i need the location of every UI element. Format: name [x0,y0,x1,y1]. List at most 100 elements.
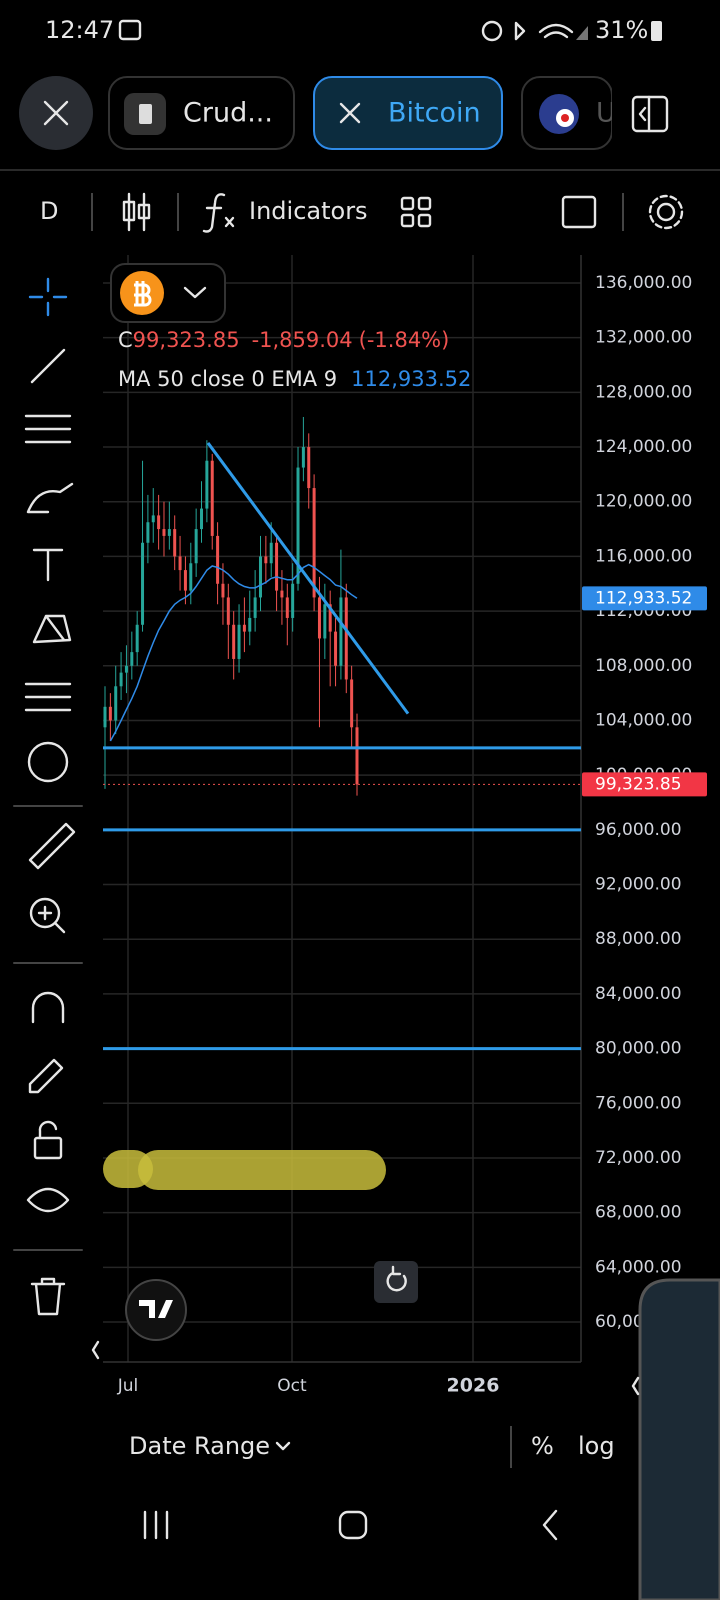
candle-body [114,686,118,721]
crosshair-tool[interactable] [28,277,68,317]
y-tick-label: 84,000.00 [595,984,682,1004]
candle-body [307,447,311,489]
log-toggle[interactable]: log [578,1432,615,1460]
zoom-plus [37,905,66,934]
y-tick-label: 108,000.00 [595,656,692,676]
candle-body [221,583,225,598]
settings-button[interactable] [656,202,676,222]
scroll-arrow[interactable] [631,1376,640,1396]
emoji-tool[interactable] [27,741,69,783]
interval[interactable]: D [40,197,58,225]
fullscreen-button[interactable] [561,195,597,229]
candle-icon[interactable] [127,192,146,232]
wifi-icon [538,23,574,39]
text-tool[interactable] [32,548,64,582]
close-icon [43,100,69,126]
candle-body [296,467,300,584]
candle-body [141,542,145,625]
date-range-button[interactable]: Date Range [129,1432,270,1460]
nav-back[interactable] [542,1509,558,1541]
tab-label: Bitcoin [388,98,481,129]
candle-body [194,529,198,564]
candle-body [285,597,289,618]
candle-body [205,460,209,509]
ma-price-label: 112,933.52 [595,588,692,608]
legend-change-pct: (-1.84%) [359,328,450,352]
collapse-arrow[interactable] [91,1340,100,1360]
symbol-dropdown[interactable] [183,286,207,299]
magnet-tool[interactable] [31,991,65,1024]
y-tick-label: 92,000.00 [595,875,682,895]
alarm-icon [481,20,503,42]
candle-body [328,604,332,632]
legend: C99,323.85 -1,859.04 (-1.84%) [118,328,449,352]
prediction-tool[interactable] [24,682,72,712]
pattern-tool[interactable] [32,614,72,644]
tab-close-icon [339,102,361,124]
y-tick-label: 88,000.00 [595,929,682,949]
nav-home[interactable] [338,1510,368,1540]
ma-price-tag [582,586,707,611]
candle-body [339,597,343,666]
tradingview-logo[interactable] [125,1279,187,1341]
brush-tool[interactable] [26,482,74,514]
candle-icon-body [137,203,151,220]
candle-body [189,563,193,591]
layout-icon[interactable] [400,196,432,228]
x-tick-label: Oct [277,1376,307,1396]
unlock-shackle [38,1120,58,1140]
delete-tool[interactable] [30,1277,66,1316]
floating-window[interactable] [638,1278,720,1600]
y-tick-label: 60,00 [595,1312,644,1332]
battery-icon [651,21,662,41]
ruler-tool[interactable] [28,822,76,870]
visibility-tool[interactable] [26,1187,70,1213]
unlock-tool[interactable] [33,1136,63,1160]
panel-toggle-icon [638,95,651,133]
tab-label: Crud... [183,98,273,129]
y-tick-label: 96,000.00 [595,820,682,840]
candle-body [173,529,177,557]
y-tick-label: 116,000.00 [595,546,692,566]
indicators-button[interactable]: Indicators [249,197,368,225]
tab-label: U [596,98,616,129]
candle-body [162,529,166,536]
zoom-tool[interactable] [29,897,61,929]
candle-body [350,679,354,728]
bluetooth-icon [514,21,526,41]
candle-icon-body [122,200,136,222]
ma-line [109,563,358,742]
candle-body [312,488,316,598]
line-tool[interactable] [30,348,66,384]
candle-body [237,624,241,659]
candle-body [301,447,305,468]
candle-body [323,604,327,639]
bitcoin-glyph [134,281,152,307]
candle-body [210,460,214,536]
candle-body [151,515,155,523]
ma-value: 112,933.52 [351,367,471,391]
y-tick-label: 72,000.00 [595,1148,682,1168]
tab-bitcoin[interactable] [313,76,503,150]
percent-toggle[interactable]: % [531,1432,554,1460]
candle-body [232,624,236,659]
fib-tool[interactable] [24,414,72,444]
y-tick-label: 104,000.00 [595,710,692,730]
candle-body [248,617,252,632]
candle-body [280,590,284,598]
x-tick-label: 2026 [447,1375,500,1397]
candle-body [135,624,139,653]
legend-close-prefix: C [118,328,133,352]
chart: 136,000.00 132,000.00 128,000.00 124,000.00… [103,255,707,1397]
candle-body [146,522,150,543]
reset-button[interactable] [374,1261,418,1303]
candle-body [291,583,295,618]
crude-barrel [139,104,152,124]
y-tick-label: 64,000.00 [595,1257,682,1277]
nav-recents[interactable] [143,1510,169,1540]
candle-body [157,515,161,530]
candle-body [178,556,182,571]
candle-body [216,535,220,584]
y-tick-label: 132,000.00 [595,328,692,348]
lock-drawing-tool[interactable] [28,1058,64,1094]
